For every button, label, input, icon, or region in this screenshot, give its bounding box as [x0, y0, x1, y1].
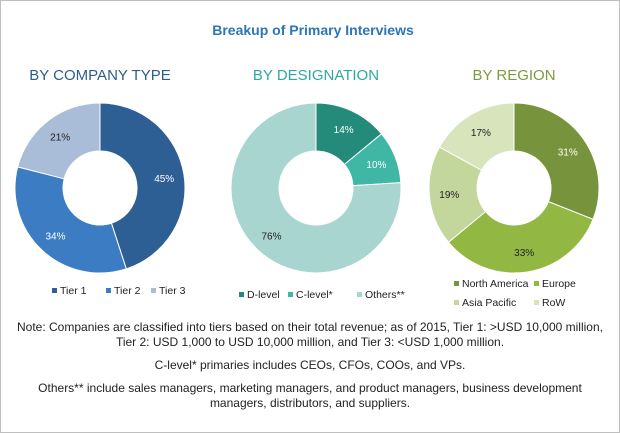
infographic-title: Breakup of Primary Interviews	[212, 22, 414, 38]
data-label: 14%	[334, 125, 354, 136]
note-others: Others** include sales managers, marketi…	[38, 381, 582, 410]
donut-slice-others-	[230, 102, 402, 274]
data-label: 76%	[261, 231, 281, 242]
note-clevel: C-level* primaries includes CEOs, CFOs, …	[154, 358, 466, 372]
data-label: 31%	[558, 147, 578, 158]
legend-swatch	[106, 288, 111, 293]
legend-swatch	[534, 300, 539, 305]
chart-2: BY DESIGNATION 14% 10% 76% D-level C-level* Ot…	[230, 67, 405, 301]
legend-item: C-level*	[296, 289, 333, 301]
donut-slice-tier-1	[99, 102, 186, 270]
legend-swatch	[357, 292, 362, 297]
legend-swatch	[151, 288, 156, 293]
chart-3: BY REGION 31% 33% 19% 17% North America Europe…	[428, 67, 600, 309]
chart-title: BY COMPANY TYPE	[29, 67, 170, 84]
data-label: 19%	[439, 190, 459, 201]
data-label: 21%	[50, 133, 70, 144]
legend-item: Europe	[542, 278, 576, 290]
note-tiers: Note: Companies are classified into tier…	[17, 320, 603, 349]
legend-item: Tier 3	[159, 285, 186, 297]
legend-item: Others**	[365, 289, 405, 301]
donut-slice-asia-pacific	[428, 146, 487, 243]
legend-item: Tier 2	[114, 285, 141, 297]
legend-swatch	[534, 281, 539, 286]
chart-title: BY REGION	[472, 67, 555, 84]
data-label: 33%	[514, 248, 534, 259]
donut-slice-north-america	[513, 102, 600, 220]
data-label: 17%	[471, 128, 491, 139]
legend-item: Tier 1	[60, 285, 87, 297]
chart-title: BY DESIGNATION	[253, 67, 379, 84]
legend-swatch	[239, 292, 244, 297]
legend-item: D-level	[247, 289, 280, 301]
donut-slice-tier-3	[17, 102, 101, 180]
donut-slice-europe	[447, 200, 594, 274]
data-label: 34%	[45, 231, 65, 242]
notes-section: Note: Companies are classified into tier…	[12, 320, 608, 411]
legend-swatch	[52, 288, 57, 293]
legend-item: Asia Pacific	[462, 297, 516, 309]
data-label: 10%	[366, 160, 386, 171]
legend-swatch	[454, 281, 459, 286]
legend-item: RoW	[542, 297, 565, 309]
donut-slice-tier-2	[14, 166, 127, 274]
donut-slice-row	[438, 102, 515, 171]
legend-item: North America	[462, 278, 529, 290]
data-label: 45%	[154, 174, 174, 185]
legend-swatch	[454, 300, 459, 305]
legend-swatch	[288, 292, 293, 297]
chart-1: BY COMPANY TYPE 45% 34% 21% Tier 1 Tier 2 Tier…	[14, 67, 186, 297]
